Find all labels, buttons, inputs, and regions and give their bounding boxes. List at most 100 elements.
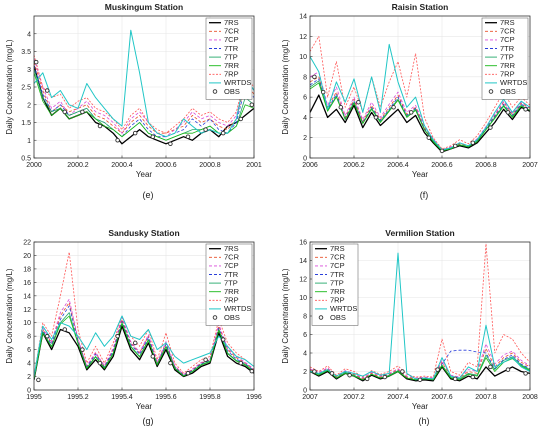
legend-label: 7RR xyxy=(224,61,240,70)
obs-point xyxy=(391,105,396,110)
legend-label: 7RP xyxy=(500,70,515,79)
obs-point xyxy=(373,115,379,120)
legend-label: 7CP xyxy=(330,261,345,270)
y-tick-label: 8 xyxy=(27,334,31,341)
y-tick-label: 3 xyxy=(27,67,31,74)
obs-point xyxy=(347,372,352,378)
x-tick-label: 2007.8 xyxy=(475,394,497,401)
plot-frame xyxy=(309,15,531,159)
obs-point xyxy=(523,107,528,112)
obs-point xyxy=(523,371,528,376)
series-line-7rr xyxy=(34,72,254,141)
chart-title: Sandusky Station xyxy=(108,228,179,238)
legend-label: WRTDS xyxy=(500,78,527,87)
y-tick-label: 14 xyxy=(23,293,31,300)
x-tick-label: 2007.6 xyxy=(431,394,453,401)
obs-point xyxy=(329,371,335,376)
legend-swatch-obs xyxy=(212,315,218,320)
y-tick-label: 10 xyxy=(23,320,31,327)
x-tick-label: 2000 xyxy=(26,162,42,169)
y-tick-label: 14 xyxy=(299,258,307,265)
obs-point xyxy=(44,333,50,339)
panel-label: (h) xyxy=(419,416,430,426)
legend-label: 7CP xyxy=(500,35,515,44)
obs-point xyxy=(338,105,344,110)
legend-box xyxy=(311,243,359,326)
plot-area xyxy=(34,251,254,383)
chart-title: Muskingum Station xyxy=(105,2,183,12)
obs-point xyxy=(439,148,445,154)
legend-label: 7TP xyxy=(224,52,238,61)
y-tick-label: 14 xyxy=(299,14,307,21)
y-tick-label: 0.5 xyxy=(21,156,31,163)
obs-point xyxy=(364,376,370,382)
legend-label: 7TP xyxy=(500,52,514,61)
obs-point xyxy=(97,360,103,366)
series-line-7rp xyxy=(34,251,254,377)
x-tick-label: 1996 xyxy=(246,394,262,401)
y-tick-label: 18 xyxy=(23,266,31,273)
obs-point xyxy=(62,109,68,115)
legend-label: 7RP xyxy=(224,70,239,79)
y-tick-label: 1.5 xyxy=(21,120,31,127)
x-tick-label: 1995.4 xyxy=(111,394,133,401)
series-line-7tp xyxy=(310,354,530,381)
chart-title: Raisin Station xyxy=(392,2,449,12)
y-tick-label: 2 xyxy=(27,102,31,109)
legend-label: OBS xyxy=(500,87,516,96)
y-tick-label: 8 xyxy=(303,314,307,321)
plot-frame xyxy=(33,241,255,391)
y-tick-label: 4 xyxy=(27,31,31,38)
obs-point xyxy=(382,374,388,380)
obs-point xyxy=(505,367,511,372)
legend-label: 7CR xyxy=(330,253,346,262)
series-line-7rp xyxy=(310,35,530,150)
obs-point xyxy=(435,367,440,372)
x-tick-label: 2006.8 xyxy=(475,162,497,169)
y-tick-label: 16 xyxy=(23,280,31,287)
x-axis-label: Year xyxy=(412,170,429,179)
obs-point xyxy=(488,364,493,370)
series-line-7rs xyxy=(310,94,530,153)
y-tick-label: 2 xyxy=(303,135,307,142)
x-tick-label: 1995.2 xyxy=(67,394,89,401)
obs-point xyxy=(312,74,317,80)
obs-point xyxy=(408,110,414,115)
legend-label: 7RR xyxy=(330,287,346,296)
series-line-wrtds xyxy=(310,43,530,151)
obs-point xyxy=(356,99,361,105)
x-tick-label: 2000.6 xyxy=(155,162,177,169)
legend-label: 7RR xyxy=(224,287,240,296)
series-line-7cr xyxy=(34,61,254,134)
series-line-7cp xyxy=(34,298,254,378)
obs-point xyxy=(238,360,244,366)
obs-point xyxy=(185,370,191,376)
legend-box xyxy=(205,243,253,326)
y-tick-label: 6 xyxy=(303,332,307,339)
y-axis-label: Daily Concentration (mg/L) xyxy=(281,268,290,363)
obs-point xyxy=(452,376,458,382)
x-tick-label: 2006 xyxy=(302,162,318,169)
y-tick-label: 16 xyxy=(299,240,307,247)
legend-label: OBS xyxy=(224,87,240,96)
x-tick-label: 2000.4 xyxy=(111,162,133,169)
legend-box xyxy=(481,17,529,100)
legend-label: OBS xyxy=(330,313,346,322)
legend-label: 7RP xyxy=(330,296,345,305)
obs-point xyxy=(400,369,405,374)
y-axis-label: Daily Concentration (mg/L) xyxy=(5,268,14,363)
obs-point xyxy=(488,125,493,130)
obs-point xyxy=(115,333,120,339)
y-tick-label: 10 xyxy=(299,54,307,61)
obs-point xyxy=(312,369,317,374)
series-line-7cp xyxy=(310,71,530,151)
obs-point xyxy=(238,116,244,122)
plot-area xyxy=(34,29,254,147)
y-tick-label: 1 xyxy=(27,138,31,145)
legend-label: 7RR xyxy=(500,61,516,70)
legend-swatch-obs xyxy=(212,89,218,94)
x-tick-label: 1995.6 xyxy=(155,394,177,401)
x-tick-label: 2006.4 xyxy=(387,162,409,169)
